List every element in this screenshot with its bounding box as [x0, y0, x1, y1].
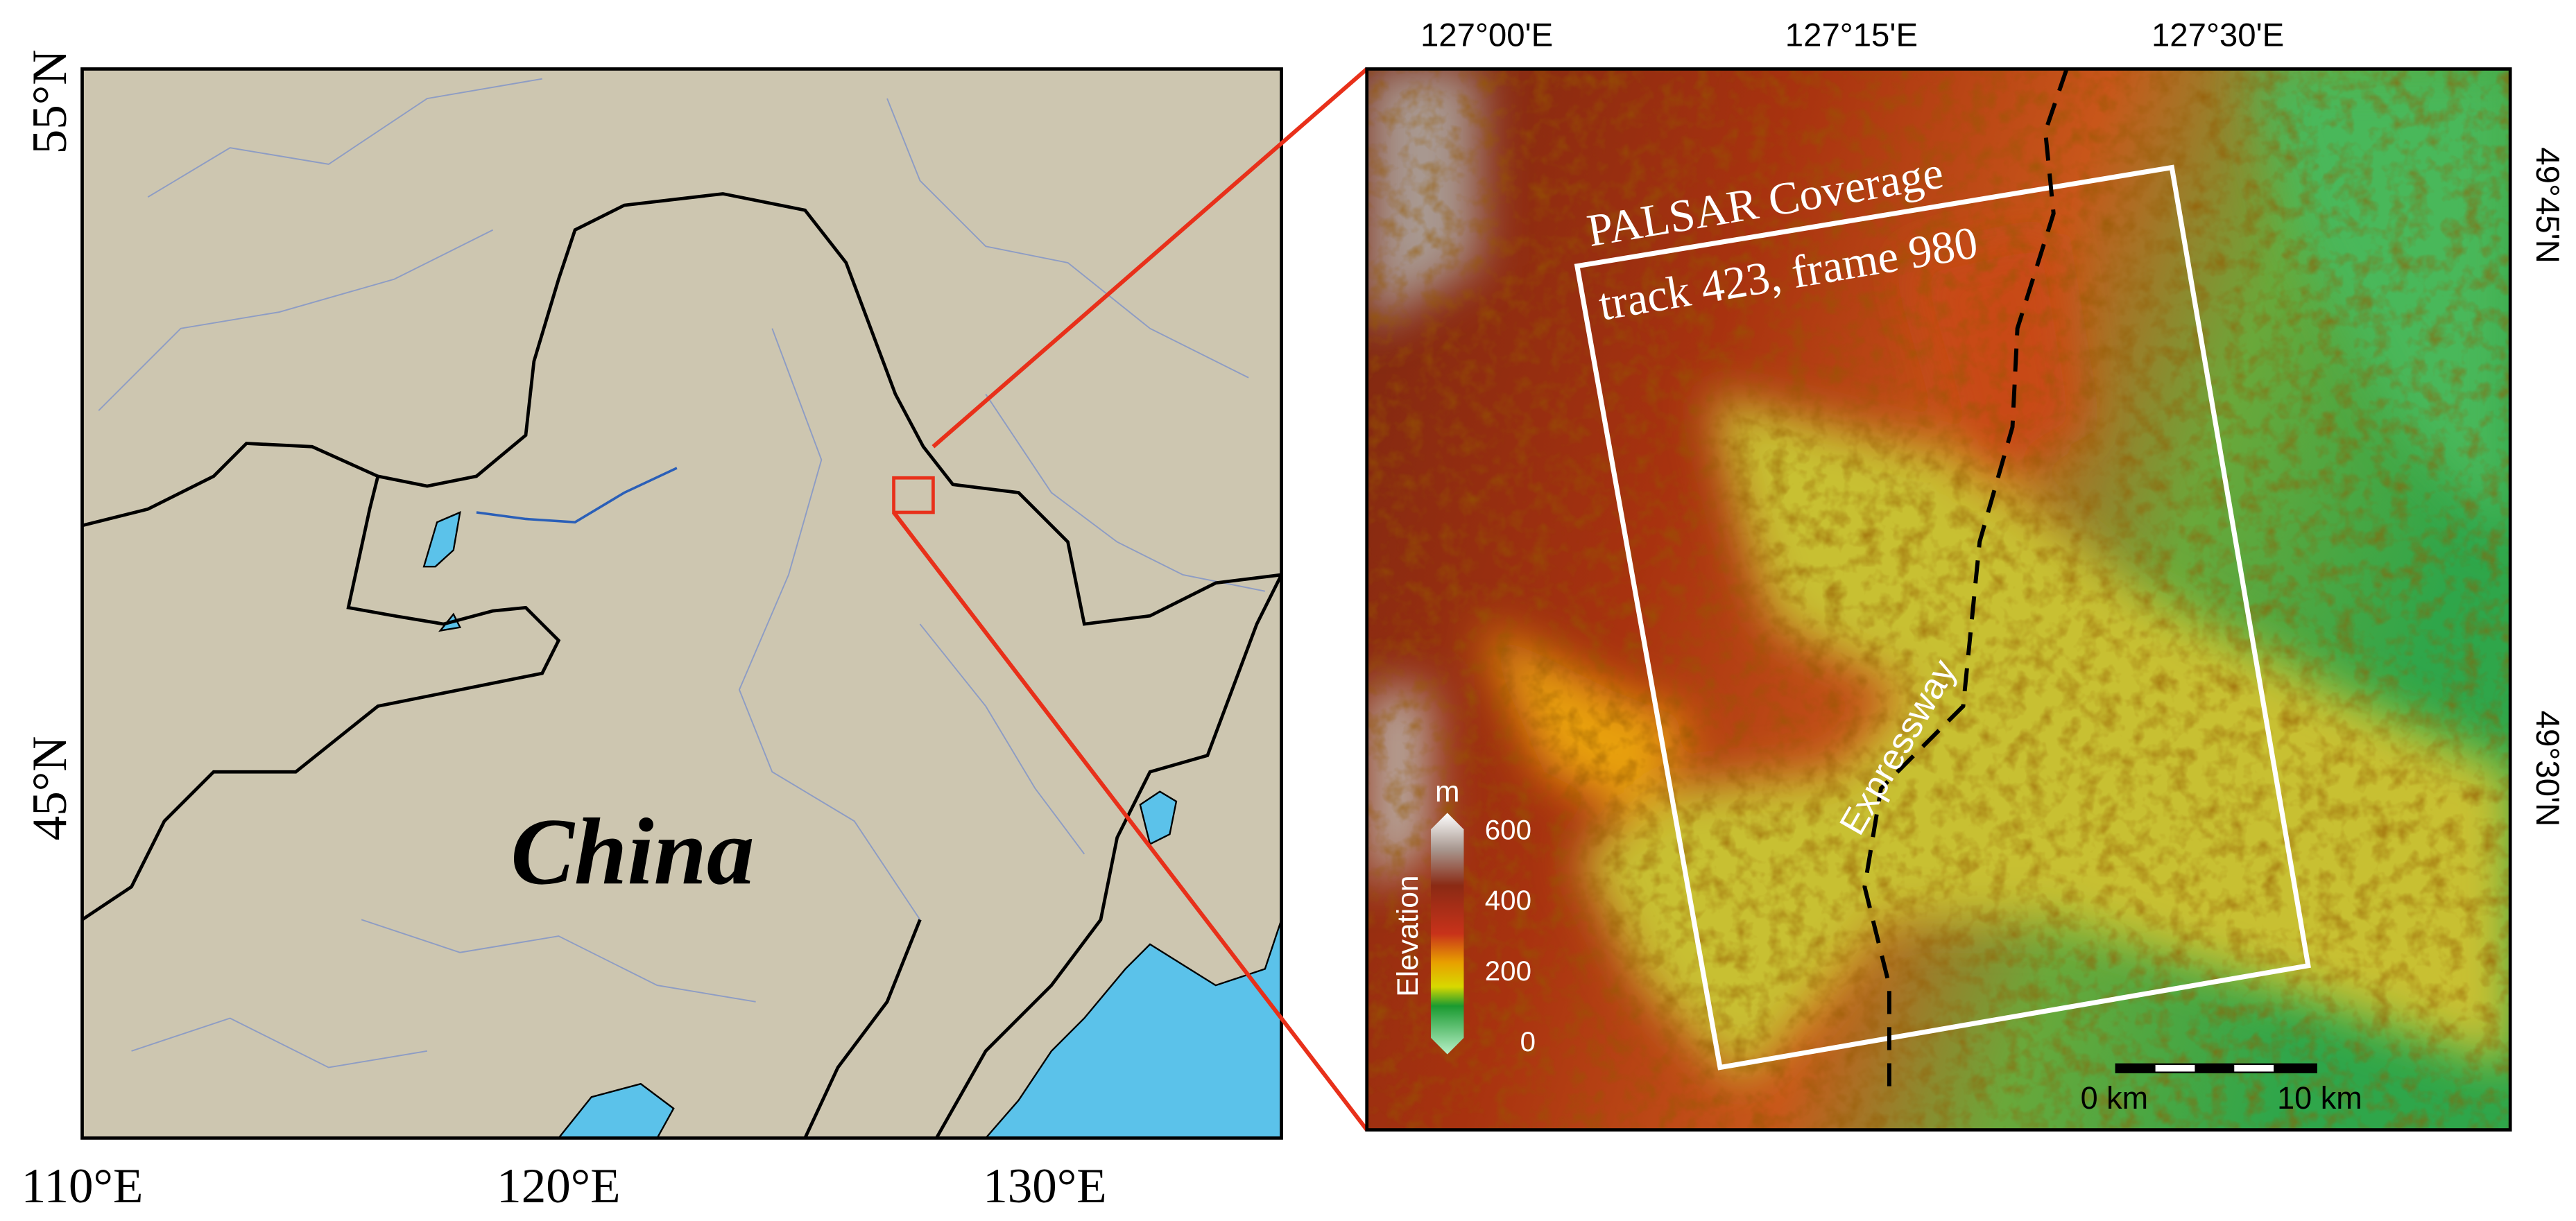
colorbar: [1431, 813, 1464, 1055]
scale-label: 10 km: [2277, 1080, 2362, 1116]
legend-tick: 200: [1485, 955, 1531, 987]
land: [82, 69, 1282, 1138]
inset-box: [892, 476, 935, 514]
lon-label: 120°E: [497, 1159, 620, 1213]
lat-label: 55°N: [23, 49, 77, 154]
lat-label: 49°45'N: [2529, 147, 2566, 263]
coverage-box: [1574, 164, 2311, 1071]
terrain: [1366, 69, 2511, 1130]
scale-bar-segment: [2195, 1064, 2235, 1073]
lon-label: 110°E: [22, 1159, 144, 1213]
lake: [422, 511, 461, 568]
legend-tick: 0: [1520, 1026, 1536, 1057]
connector: [892, 511, 1369, 1132]
texture: [1366, 69, 2511, 1130]
lon-label: 127°00'E: [1420, 17, 1553, 53]
legend: m Elevation 600 400 200 0: [1391, 775, 1536, 1057]
left-map: 55°N 45°N 110°E 120°E 130°E China: [22, 49, 1283, 1213]
river: [476, 467, 678, 524]
scale-label: 0 km: [2081, 1080, 2149, 1116]
lon-label: 127°30'E: [2152, 17, 2284, 53]
expressway: [1862, 68, 2069, 1087]
lon-label: 127°15'E: [1785, 17, 1918, 53]
frame: [1365, 67, 2512, 1132]
lon-label: 130°E: [983, 1159, 1106, 1213]
legend-tick: 600: [1485, 814, 1531, 845]
scale-bar-segment: [2115, 1064, 2156, 1073]
lake: [1139, 790, 1178, 846]
legend-title: Elevation: [1391, 875, 1425, 996]
right-map: PALSAR Coverage track 423, frame 980 Exp…: [1365, 17, 2566, 1132]
lat-label: 49°30'N: [2529, 711, 2566, 827]
scale-bar-segment: [2274, 1064, 2317, 1073]
rivers: [98, 78, 1266, 1068]
connector: [931, 67, 1368, 449]
country-label: China: [510, 799, 754, 904]
borders: [81, 192, 1283, 1139]
frame: [80, 67, 1283, 1140]
legend-unit: m: [1435, 775, 1460, 808]
scale-bar: 0 km 10 km: [2081, 1063, 2362, 1116]
legend-tick: 400: [1485, 885, 1531, 916]
lat-label: 45°N: [23, 736, 77, 841]
